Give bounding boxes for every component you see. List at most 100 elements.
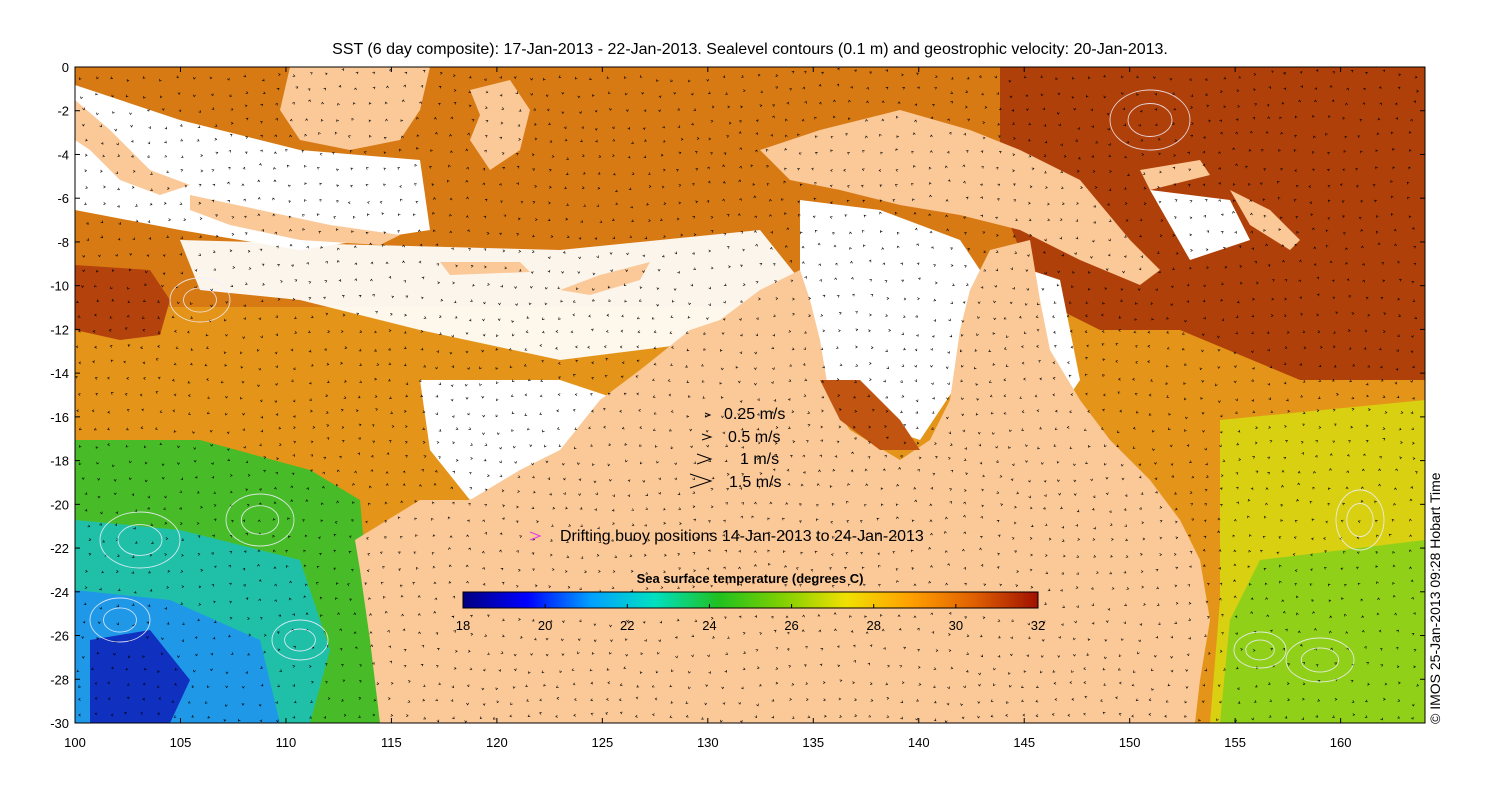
sealevel-contour (1346, 503, 1374, 537)
colorbar-title: Sea surface temperature (degrees C) (637, 571, 864, 586)
imos-credit: © IMOS 25-Jan-2013 09:28 Hobart Time (1427, 472, 1443, 724)
y-tick-label: -18 (50, 454, 69, 469)
buoy-legend: Drifting buoy positions 14-Jan-2013 to 2… (529, 528, 924, 545)
land-sumatra (75, 100, 190, 195)
sealevel-contour (103, 607, 137, 633)
x-tick-label: 145 (1013, 735, 1035, 750)
sealevel-contour (271, 619, 329, 661)
y-tick-label: -16 (50, 410, 69, 425)
x-tick-label: 155 (1224, 735, 1246, 750)
land-borneo (280, 67, 430, 150)
y-tick-label: 0 (62, 60, 69, 75)
y-tick-label: -14 (50, 366, 69, 381)
y-tick-label: -20 (50, 497, 69, 512)
sealevel-contours (89, 89, 1385, 683)
colorbar-ramp (462, 591, 1039, 609)
sealevel-contour (1109, 89, 1191, 151)
sealevel-contour (225, 493, 295, 547)
x-tick-label: 140 (908, 735, 930, 750)
velocity-label: 1.5 m/s (729, 474, 781, 491)
y-tick-label: -4 (57, 147, 69, 162)
sealevel-contour (1285, 637, 1355, 683)
map-plot-area (75, 67, 1425, 723)
x-tick-label: 120 (486, 735, 508, 750)
y-tick-label: -8 (57, 235, 69, 250)
colorbar-tick-label: 32 (1031, 618, 1045, 633)
no-data-nw-shelf (420, 380, 620, 500)
sst-gulf-coast (820, 380, 920, 450)
sealevel-contour (99, 511, 181, 569)
velocity-label: 1 m/s (740, 451, 779, 468)
velocity-label: 0.25 m/s (724, 406, 785, 423)
plot-frame (74, 66, 1426, 724)
x-tick-label: 130 (697, 735, 719, 750)
land-sulawesi (470, 80, 530, 170)
sealevel-contour (1233, 631, 1287, 669)
colorbar-tick-label: 20 (538, 618, 552, 633)
sst-green-east (1220, 540, 1425, 723)
arrow-glyph-1 (696, 453, 713, 465)
y-tick-label: -6 (57, 191, 69, 206)
colorbar-tick-label: 30 (949, 618, 963, 633)
y-tick-label: -24 (50, 585, 69, 600)
velocity-legend: 0.25 m/s 0.5 m/s 1 m/s 1.5 m/s (689, 406, 785, 491)
arrow-glyph-0.5 (701, 433, 713, 441)
figure-title: SST (6 day composite): 17-Jan-2013 - 22-… (332, 41, 1168, 58)
x-tick-label: 115 (381, 735, 402, 750)
arrow-glyph-1.5 (689, 473, 713, 489)
colorbar-ticks: 18 20 22 24 26 28 30 32 (456, 604, 1045, 633)
colorbar-tick-label: 18 (456, 618, 470, 633)
x-tick-label: 125 (591, 735, 613, 750)
y-tick-label: -10 (50, 279, 69, 294)
x-tick-label: 100 (64, 735, 86, 750)
y-tick-label: -2 (57, 104, 69, 119)
land-new-britain (1140, 160, 1210, 190)
x-tick-label: 160 (1330, 735, 1352, 750)
no-data-java-sea (75, 85, 430, 250)
sealevel-contour (1127, 103, 1173, 137)
y-axis: 0 -2 -4 -6 -8 -10 -12 -14 -16 -18 -20 -22 -24 -26 -28 -… (50, 60, 1425, 731)
sealevel-contour (1335, 489, 1385, 551)
velocity-legend-item: 1 m/s (696, 451, 779, 468)
y-tick-label: -12 (50, 322, 69, 337)
sealevel-contour (169, 277, 231, 323)
sealevel-contour (1300, 647, 1340, 673)
sealevel-contour (89, 597, 151, 643)
sst-deepblue-southwest (90, 630, 190, 723)
colorbar-tick-label: 28 (866, 618, 880, 633)
x-tick-label: 105 (170, 735, 192, 750)
x-tick-label: 135 (802, 735, 824, 750)
x-tick-label: 150 (1119, 735, 1141, 750)
colorbar-tick-label: 26 (784, 618, 798, 633)
sealevel-contour (183, 287, 217, 313)
y-tick-label: -30 (50, 716, 69, 731)
colorbar-tick-label: 22 (620, 618, 634, 633)
arrow-glyph-0.25 (704, 412, 712, 418)
sealevel-contour (284, 628, 316, 652)
sealevel-contour (117, 524, 163, 556)
land-java (190, 195, 400, 245)
colorbar: Sea surface temperature (degrees C) 18 20… (456, 571, 1045, 633)
velocity-arrow-field (75, 67, 1419, 723)
sst-hot-west (75, 265, 170, 340)
land-flores (440, 262, 530, 275)
land-solomon-islands (1230, 190, 1300, 250)
sealevel-contour (240, 505, 280, 535)
land-new-guinea (760, 110, 1160, 285)
y-tick-label: -26 (50, 629, 69, 644)
buoy-legend-label: Drifting buoy positions 14-Jan-2013 to 2… (560, 528, 924, 545)
x-axis: 100 105 110 115 120 125 130 135 140 145 150 155 160 (64, 67, 1351, 750)
velocity-legend-item: 1.5 m/s (689, 473, 781, 491)
colorbar-tick-label: 24 (702, 618, 716, 633)
no-data-timor (180, 230, 800, 360)
buoy-marker-icon (529, 531, 542, 541)
y-tick-label: -28 (50, 672, 69, 687)
velocity-legend-item: 0.5 m/s (701, 429, 780, 446)
sealevel-contour (1245, 639, 1275, 661)
velocity-label: 0.5 m/s (728, 429, 780, 446)
geostrophic-velocity-arrows (75, 67, 1419, 723)
no-data-north-pac (1150, 190, 1250, 260)
y-tick-label: -22 (50, 541, 69, 556)
velocity-legend-item: 0.25 m/s (704, 406, 785, 423)
